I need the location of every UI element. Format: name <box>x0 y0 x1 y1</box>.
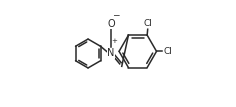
Text: −: − <box>112 10 120 19</box>
Text: Cl: Cl <box>144 19 153 28</box>
Text: Cl: Cl <box>164 47 173 56</box>
Text: N: N <box>107 48 115 59</box>
Text: O: O <box>107 19 115 29</box>
Text: +: + <box>111 38 117 44</box>
